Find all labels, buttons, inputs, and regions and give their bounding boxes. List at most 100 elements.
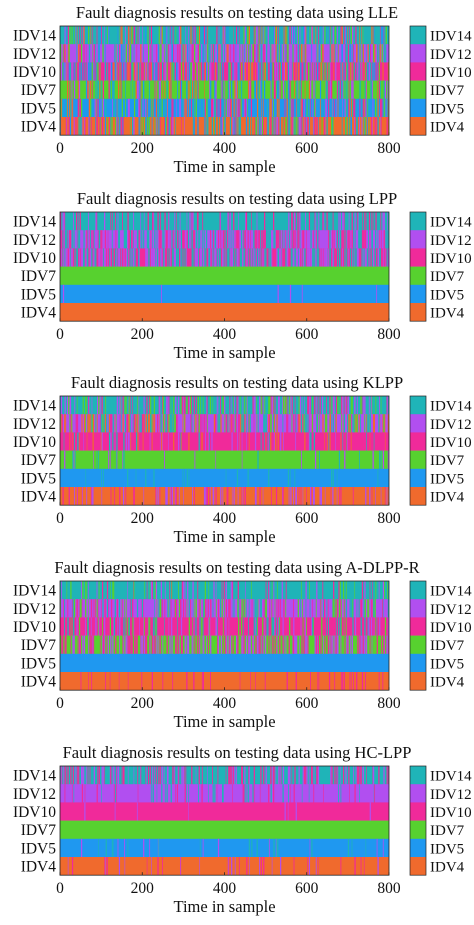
heatmap-cell [154,766,156,785]
heatmap-cell [344,396,346,415]
heatmap-cell [217,44,219,63]
heatmap-cell [360,857,362,876]
heatmap-cell [74,26,75,45]
heatmap-cell [77,98,79,118]
heatmap-cell [298,487,300,506]
heatmap-cell [166,635,168,655]
heatmap-row-idv10 [60,617,389,636]
heatmap-cell [88,117,90,136]
heatmap-cell [244,599,246,618]
heatmap-cell [242,635,244,655]
heatmap-cell [266,230,268,249]
heatmap-cell [67,80,69,100]
heatmap-cell [133,617,135,636]
heatmap-cell [205,230,208,249]
heatmap-cell [341,80,343,100]
heatmap-cell [136,414,138,433]
heatmap-cell [110,212,111,231]
heatmap-cell [254,117,256,136]
heatmap-cell [343,617,345,636]
heatmap-cell [324,432,326,451]
heatmap-cell [145,468,147,488]
heatmap-cell [134,26,136,45]
heatmap-cell [387,212,388,231]
legend-swatch [410,784,426,803]
heatmap-cell [160,248,162,267]
heatmap-cell [294,212,296,231]
heatmap-row-idv4 [60,672,389,691]
heatmap-cell [190,230,192,249]
heatmap-cell [291,62,292,81]
heatmap-cell [375,617,377,636]
heatmap-cell [106,414,108,433]
heatmap-cell [149,26,150,45]
heatmap-cell [359,784,360,803]
heatmap-cell [116,98,118,118]
heatmap-cell [140,766,142,785]
heatmap-cell [259,635,261,655]
heatmap-cell [122,117,124,136]
heatmap-cell [346,248,347,267]
heatmap-cell [296,248,297,267]
heatmap-cell [361,230,364,249]
heatmap-cell [69,80,71,100]
heatmap-cell [226,44,228,63]
heatmap-cell [305,62,307,81]
heatmap-cell [317,44,319,63]
heatmap-cell [184,766,185,785]
heatmap-cell [175,635,177,655]
heatmap-cell [264,635,266,655]
heatmap-cell [208,62,209,81]
heatmap-cell [251,838,253,858]
heatmap-cell [380,212,382,231]
heatmap-cell [221,44,222,63]
x-axis-label: Time in sample [173,897,275,916]
heatmap-cell [255,672,256,691]
heatmap-cell [180,80,181,100]
heatmap-cell [324,117,326,136]
heatmap-cell [287,80,289,100]
heatmap-cell [85,248,87,267]
heatmap-cell [255,396,257,415]
heatmap-cell [349,599,351,618]
heatmap-cell [111,230,113,249]
heatmap-cell [345,396,347,415]
heatmap-cell [255,617,257,636]
heatmap-cell [229,98,232,118]
heatmap-cell [333,117,334,136]
heatmap-cell [90,414,92,433]
heatmap-cell [198,766,200,785]
heatmap-cell [275,26,278,45]
heatmap-cell [83,44,85,63]
heatmap-cell [173,432,175,451]
legend-swatch [410,802,426,821]
heatmap-rows [60,581,389,691]
x-tick-label: 800 [377,880,401,897]
heatmap-cell [172,62,174,81]
heatmap-cell [62,44,64,63]
heatmap-row-idv12 [60,44,390,63]
heatmap-cell [306,487,307,506]
heatmap-cell [376,617,378,636]
heatmap-cell [382,838,384,858]
heatmap-cell [301,284,303,304]
heatmap-cell [65,414,67,433]
heatmap-cell [327,80,329,100]
heatmap-cell [280,44,282,63]
heatmap-cell [271,617,273,636]
heatmap-cell [213,248,215,267]
heatmap-cell [142,26,143,45]
heatmap-cell [242,414,244,433]
heatmap-cell [214,117,216,136]
heatmap-cell [248,414,250,433]
heatmap-cell [301,414,303,433]
heatmap-cell [152,212,154,231]
heatmap-cell [329,396,331,415]
legend-swatch [410,303,426,322]
heatmap-cell [166,766,168,785]
heatmap-cell [326,80,328,100]
legend-label: IDV5 [430,656,464,672]
heatmap-cell [314,487,315,506]
heatmap-cell [170,248,172,267]
heatmap-cell [279,617,281,636]
